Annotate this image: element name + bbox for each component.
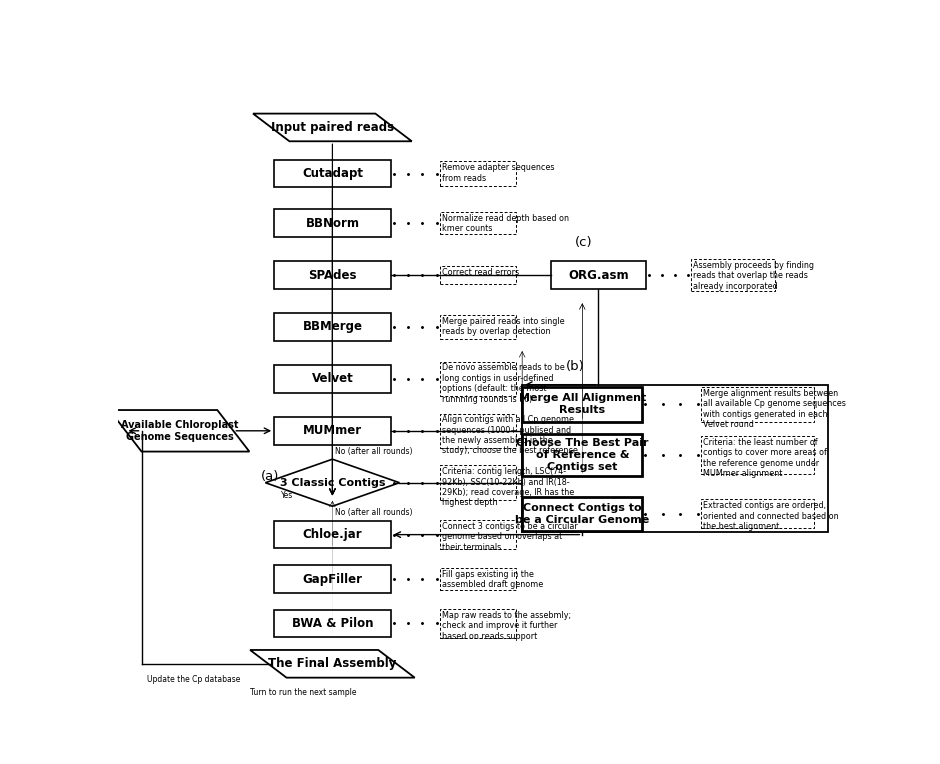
FancyBboxPatch shape <box>274 209 391 237</box>
Text: (c): (c) <box>575 236 592 249</box>
Polygon shape <box>253 114 412 141</box>
Text: Connect Contigs to
be a Circular Genome: Connect Contigs to be a Circular Genome <box>515 503 650 525</box>
FancyBboxPatch shape <box>274 610 391 637</box>
FancyBboxPatch shape <box>274 160 391 187</box>
Text: ORG.asm: ORG.asm <box>568 269 629 282</box>
Text: Yes: Yes <box>281 491 293 500</box>
Text: Turn to run the next sample: Turn to run the next sample <box>250 688 356 697</box>
FancyBboxPatch shape <box>274 365 391 393</box>
Polygon shape <box>109 410 249 452</box>
Text: BBNorm: BBNorm <box>306 217 359 230</box>
Text: Chloe.jar: Chloe.jar <box>303 528 362 541</box>
Text: Choose The Best Pair
of Reference &
Contigs set: Choose The Best Pair of Reference & Cont… <box>516 439 649 471</box>
FancyBboxPatch shape <box>523 434 642 476</box>
Text: (b): (b) <box>566 360 585 373</box>
Text: Align contigs with all Cp genome
sequences (1000+ publised and
the newly assembl: Align contigs with all Cp genome sequenc… <box>442 416 578 455</box>
FancyBboxPatch shape <box>440 267 516 283</box>
Polygon shape <box>265 459 400 507</box>
Text: Input paired reads: Input paired reads <box>271 121 394 134</box>
FancyBboxPatch shape <box>700 436 814 474</box>
FancyBboxPatch shape <box>440 465 516 500</box>
Text: De novo assemble reads to be
long contigs in user-defined
options (default: the : De novo assemble reads to be long contig… <box>442 364 565 403</box>
Text: Criteria: contig length, LSC(74-
92Kb), SSC(10-22Kb) and IR(18-
29Kb); read cove: Criteria: contig length, LSC(74- 92Kb), … <box>442 467 574 507</box>
FancyBboxPatch shape <box>440 568 516 590</box>
Text: Extracted contigs are ordered,
oriented and connected based on
the best alignmen: Extracted contigs are ordered, oriented … <box>703 501 838 531</box>
FancyBboxPatch shape <box>523 497 642 531</box>
FancyBboxPatch shape <box>274 521 391 549</box>
FancyBboxPatch shape <box>440 315 516 339</box>
Text: Connect 3 contigs to be a circular
genome based on overlaps at
their terminals: Connect 3 contigs to be a circular genom… <box>442 522 578 552</box>
FancyBboxPatch shape <box>274 313 391 341</box>
FancyBboxPatch shape <box>440 212 516 234</box>
Text: (a): (a) <box>261 471 280 484</box>
Text: The Final Assembly: The Final Assembly <box>268 657 397 670</box>
Text: 3 Classic Contigs: 3 Classic Contigs <box>280 478 385 487</box>
FancyBboxPatch shape <box>551 261 646 289</box>
Polygon shape <box>250 650 415 678</box>
Text: Merge alignment results between
all available Cp genome sequences
with contigs g: Merge alignment results between all avai… <box>703 389 846 429</box>
FancyBboxPatch shape <box>440 161 516 186</box>
FancyBboxPatch shape <box>440 361 516 397</box>
FancyBboxPatch shape <box>440 413 516 448</box>
FancyBboxPatch shape <box>274 565 391 593</box>
FancyBboxPatch shape <box>274 417 391 445</box>
Text: Normalize read depth based on
kmer counts: Normalize read depth based on kmer count… <box>442 214 569 233</box>
Text: SPAdes: SPAdes <box>308 269 356 282</box>
Bar <box>522 384 828 533</box>
Text: Remove adapter sequences
from reads: Remove adapter sequences from reads <box>442 163 555 183</box>
FancyBboxPatch shape <box>691 259 775 291</box>
Text: Velvet: Velvet <box>311 372 353 385</box>
Text: Map raw reads to the assebmly;
check and improve it further
based on reads suppo: Map raw reads to the assebmly; check and… <box>442 610 572 640</box>
Text: Merge All Alignment
Results: Merge All Alignment Results <box>519 393 646 415</box>
Text: Criteria: the least number of
contigs to cover more areas of
the reference genom: Criteria: the least number of contigs to… <box>703 438 826 478</box>
FancyBboxPatch shape <box>700 500 814 528</box>
Text: BWA & Pilon: BWA & Pilon <box>291 617 373 630</box>
Text: No (after all rounds): No (after all rounds) <box>336 507 413 516</box>
FancyBboxPatch shape <box>523 387 642 422</box>
Text: Update the Cp database: Update the Cp database <box>148 675 241 685</box>
Text: Correct read errors: Correct read errors <box>442 268 519 277</box>
FancyBboxPatch shape <box>274 261 391 289</box>
FancyBboxPatch shape <box>440 520 516 549</box>
Text: Merge paired reads into single
reads by overlap detection: Merge paired reads into single reads by … <box>442 316 565 336</box>
Text: BBMerge: BBMerge <box>303 320 363 334</box>
Text: GapFiller: GapFiller <box>303 572 363 585</box>
Text: Assembly proceeds by finding
reads that overlap the reads
already incorporated: Assembly proceeds by finding reads that … <box>694 261 814 291</box>
FancyBboxPatch shape <box>440 609 516 638</box>
Text: Cutadapt: Cutadapt <box>302 167 363 180</box>
Text: No (after all rounds): No (after all rounds) <box>336 447 413 456</box>
Text: MUMmer: MUMmer <box>303 424 362 437</box>
FancyBboxPatch shape <box>700 387 814 422</box>
Text: Available Chloroplast
Genome Sequences: Available Chloroplast Genome Sequences <box>120 420 238 442</box>
Text: Fill gaps existing in the
assembled draft genome: Fill gaps existing in the assembled draf… <box>442 570 543 589</box>
